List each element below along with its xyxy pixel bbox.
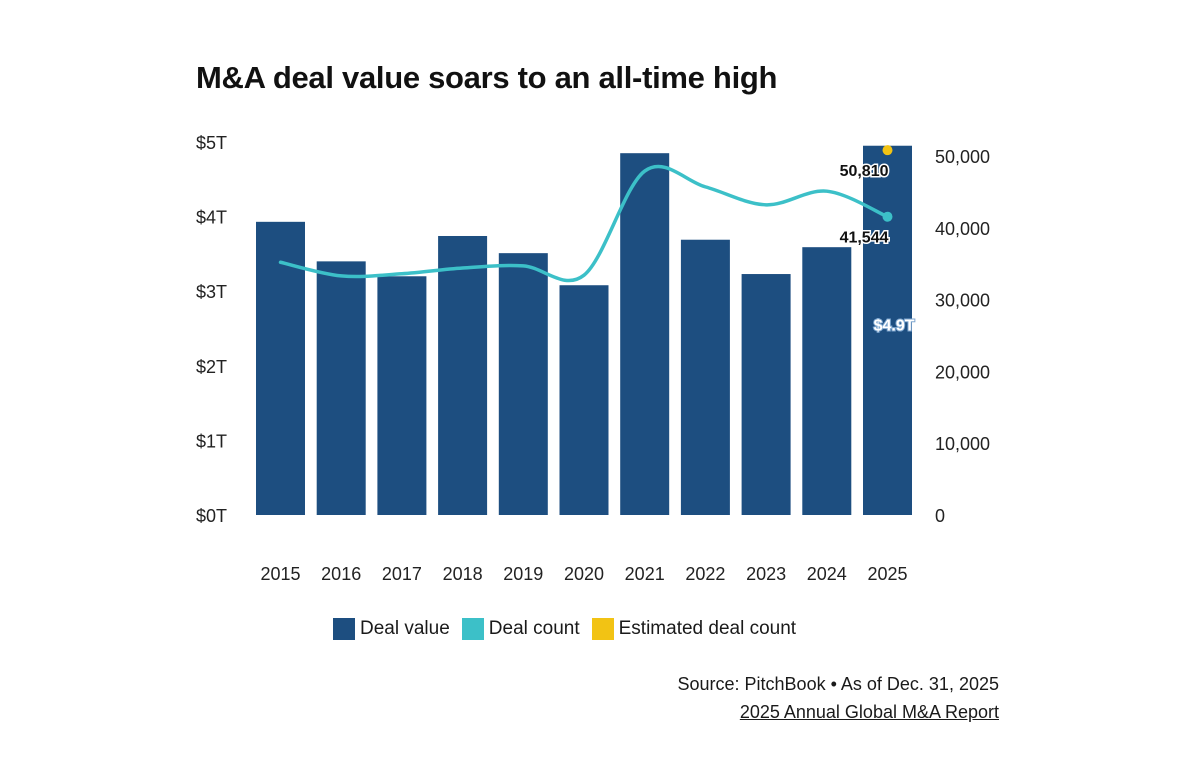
legend-item-estimated-deal-count: Estimated deal count <box>591 618 797 640</box>
left-axis-tick-label: $4T <box>196 208 227 228</box>
right-axis-tick-label: 40,000 <box>935 219 990 239</box>
left-axis-tick-label: $1T <box>196 431 227 451</box>
source-note: Source: PitchBook • As of Dec. 31, 2025 … <box>678 670 1000 726</box>
deal-count-point-2025 <box>882 211 893 222</box>
bar-2016 <box>316 261 366 515</box>
right-axis-tick-label: 30,000 <box>935 291 990 311</box>
x-axis-tick-label: 2025 <box>867 564 907 584</box>
bar-2018 <box>438 235 488 515</box>
estimated-deal-count-point-2025 <box>882 145 893 156</box>
legend-item-deal-count: Deal count <box>461 618 580 640</box>
bar-2021 <box>620 153 670 515</box>
bar-2015 <box>256 221 305 515</box>
left-axis-tick-label: $5T <box>196 133 227 153</box>
x-axis-tick-label: 2018 <box>443 564 483 584</box>
legend-label: Deal value <box>360 618 450 639</box>
right-axis-tick-label: 20,000 <box>935 362 990 382</box>
bar-2024 <box>802 247 852 515</box>
x-axis-tick-label: 2023 <box>746 564 786 584</box>
bar-2022 <box>680 239 730 515</box>
data-label-deal-value: $4.9T <box>874 318 915 335</box>
x-axis-tick-label: 2022 <box>685 564 725 584</box>
legend-item-deal-value: Deal value <box>333 618 450 640</box>
source-text: Source: PitchBook • As of Dec. 31, 2025 <box>677 674 1000 694</box>
legend-swatch-deal-count <box>461 618 484 640</box>
x-axis-tick-label: 2017 <box>382 564 422 584</box>
data-label-deal-count: 41,544 <box>840 230 889 247</box>
bar-2017 <box>377 276 427 515</box>
right-axis-tick-label: 10,000 <box>935 434 990 454</box>
left-axis-tick-label: $0T <box>196 506 227 526</box>
x-axis-tick-label: 2021 <box>625 564 665 584</box>
bar-2019 <box>498 253 548 516</box>
legend-label: Estimated deal count <box>618 618 797 639</box>
data-label-estimated-deal-count: 50,810 <box>840 163 889 180</box>
x-axis-tick-label: 2016 <box>321 564 361 584</box>
bar-2023 <box>741 274 791 515</box>
report-link[interactable]: 2025 Annual Global M&A Report <box>739 702 999 722</box>
right-axis-tick-label: 50,000 <box>935 147 990 167</box>
legend-swatch-deal-value <box>333 618 355 640</box>
deal-count-line <box>278 164 890 283</box>
legend: Deal value Deal count Estimated deal cou… <box>333 618 808 640</box>
right-axis-tick-label: 0 <box>935 506 945 526</box>
bar-2020 <box>559 285 609 515</box>
x-axis-tick-label: 2019 <box>503 564 543 584</box>
x-axis-tick-label: 2024 <box>807 564 847 584</box>
legend-label: Deal count <box>488 618 580 639</box>
chart-title: M&A deal value soars to an all-time high <box>196 60 778 95</box>
legend-swatch-estimated-deal-count <box>591 618 614 640</box>
left-axis-tick-label: $3T <box>196 282 227 302</box>
x-axis-tick-label: 2015 <box>260 564 300 584</box>
x-axis-tick-label: 2020 <box>564 564 604 584</box>
left-axis-tick-label: $2T <box>196 357 227 377</box>
